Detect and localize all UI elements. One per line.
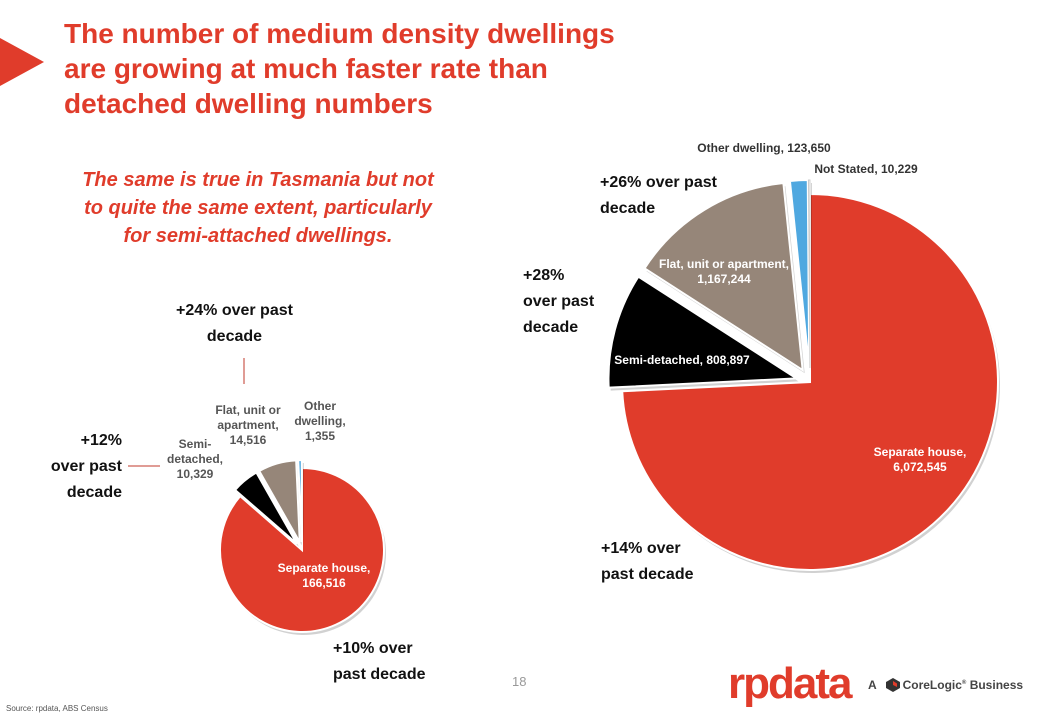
aus-flat-ann-line-2: over past — [523, 293, 595, 310]
title-line-3: detached dwelling numbers — [64, 88, 433, 119]
pie-1-label-2: Flat, unit or apartment, 1,167,244 — [659, 257, 789, 286]
tas-semi-ann-line-1: +12% — [80, 432, 122, 449]
tagline-brand: CoreLogic — [902, 678, 962, 692]
pie-0-label-3-line-2: 1,355 — [305, 429, 335, 443]
aus-other-ann-line-2: decade — [600, 200, 656, 217]
rpdata-logo: rpdata — [728, 659, 852, 708]
pie-0-label-2-line-0: Flat, unit or — [215, 403, 281, 417]
aus-house-ann-line-1: +14% over — [601, 540, 681, 557]
pie-1-label-0-line-0: Separate house, — [874, 445, 967, 459]
pie-0-slice-3 — [297, 459, 303, 543]
aus-flat-ann-line-1: +28% — [523, 267, 565, 284]
pie-0-label-1: Semi-detached, 10,329 — [167, 437, 223, 481]
pie-0-slice-1 — [233, 471, 298, 545]
pie-0-label-3: Other dwelling, 1,355 — [294, 399, 345, 443]
pie-1-label-4: Not Stated, 10,229 — [814, 162, 918, 176]
pie-1-slice-0 — [621, 192, 999, 571]
aus-flat-ann-line-3: decade — [523, 319, 579, 336]
tagline-prefix: A — [868, 678, 877, 692]
pie-1-label-4-line-0: Not Stated, 10,229 — [814, 162, 918, 176]
tas-semi-ann-line-3: decade — [66, 484, 122, 501]
subtitle-line-3: for semi-attached dwellings. — [123, 225, 393, 247]
pie-1-label-3: Other dwelling, 123,650 — [697, 141, 831, 155]
subtitle-line-2: to quite the same extent, particularly — [84, 197, 432, 219]
aus-house-annotation: +14% over past decade — [601, 536, 693, 588]
pie-1-slice-1 — [607, 275, 800, 389]
pie-0-label-0-line-1: 166,516 — [302, 576, 346, 590]
pie-0-label-2-line-1: apartment, — [217, 418, 278, 432]
pie-0-slice-2 — [257, 459, 301, 543]
aus-flat-annotation: +28% over past decade — [523, 263, 594, 341]
pie-1-label-0-line-1: 6,072,545 — [893, 460, 947, 474]
page-title: The number of medium density dwellings a… — [64, 16, 684, 121]
pie-0-label-3-line-0: Other — [304, 399, 336, 413]
tas-house-annotation: +10% over past decade — [333, 636, 425, 688]
tas-semi-annotation: +12% over past decade — [40, 428, 122, 506]
pie-1-label-3-line-0: Other dwelling, 123,650 — [697, 141, 831, 155]
pie-0-label-1-line-1: detached, — [167, 452, 223, 466]
subtitle: The same is true in Tasmania but not to … — [40, 166, 476, 250]
title-line-1: The number of medium density dwellings — [64, 18, 615, 49]
tas-flat-annotation: +24% over past decade — [176, 298, 293, 350]
aus-house-ann-line-2: past decade — [601, 566, 694, 583]
tas-house-ann-line-1: +10% over — [333, 640, 413, 657]
pie-0-label-0-line-0: Separate house, — [278, 561, 371, 575]
pie-0-label-2: Flat, unit or apartment, 14,516 — [215, 403, 281, 447]
pie-0-label-3-line-1: dwelling, — [294, 414, 345, 428]
pie-1-label-0: Separate house, 6,072,545 — [874, 445, 967, 474]
tas-flat-ann-line-2: decade — [206, 328, 263, 345]
subtitle-line-1: The same is true in Tasmania but not — [82, 169, 434, 191]
pie-0-label-1-line-2: 10,329 — [177, 467, 214, 481]
pie-chart-0: Separate house, 166,516 Semi-detached, 10,3… — [167, 399, 386, 635]
aus-other-ann-line-1: +26% over past — [600, 174, 717, 191]
pie-1-label-2-line-0: Flat, unit or apartment, — [659, 257, 789, 271]
source-note: Source: rpdata, ABS Census — [6, 704, 108, 713]
pie-1-label-2-line-1: 1,167,244 — [697, 272, 751, 286]
pie-0-label-0: Separate house, 166,516 — [278, 561, 371, 590]
pie-1-label-1: Semi-detached, 808,897 — [614, 353, 750, 367]
title-line-2: are growing at much faster rate than — [64, 53, 548, 84]
pie-1-slice-2 — [643, 181, 804, 373]
tas-semi-ann-line-2: over past — [50, 458, 122, 475]
pie-1-label-1-line-0: Semi-detached, 808,897 — [614, 353, 750, 367]
title-arrow-icon — [0, 38, 44, 86]
pie-chart-1: Separate house, 6,072,545 Semi-detached, 8… — [607, 141, 1000, 573]
pie-0-slice-0 — [219, 466, 385, 633]
aus-other-annotation: +26% over past decade — [600, 170, 717, 222]
page-number: 18 — [512, 674, 527, 689]
pie-1-slice-4-outline — [807, 179, 811, 369]
tagline-suffix: Business — [969, 678, 1024, 692]
corelogic-tagline: A CoreLogic® Business — [868, 678, 1024, 692]
tas-flat-ann-line-1: +24% over past — [176, 302, 293, 319]
annotation-leader-lines — [128, 358, 245, 467]
pie-0-label-2-line-2: 14,516 — [230, 433, 267, 447]
tas-house-ann-line-2: past decade — [333, 666, 426, 683]
pie-0-label-1-line-0: Semi- — [179, 437, 212, 451]
corelogic-mark-icon — [885, 678, 900, 692]
